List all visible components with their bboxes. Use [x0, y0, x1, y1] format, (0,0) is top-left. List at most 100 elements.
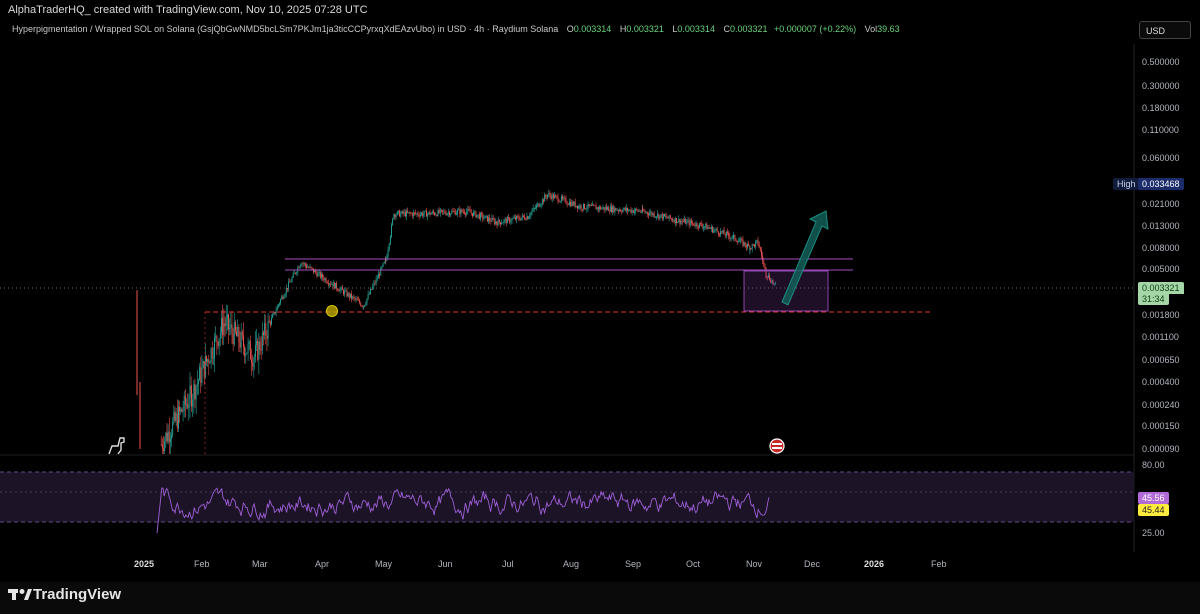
candle-body — [306, 265, 307, 268]
candle-body — [202, 361, 204, 368]
candle-body — [445, 213, 447, 215]
candle-body — [716, 228, 718, 232]
candle-body — [196, 383, 198, 387]
tradingview-logo[interactable]: TradingView — [33, 586, 122, 603]
candle-body — [622, 209, 624, 213]
candle-body — [613, 206, 615, 213]
candle-body — [446, 213, 448, 215]
candle-body — [230, 324, 232, 328]
candle-body — [642, 208, 644, 211]
candle-body — [379, 273, 381, 276]
candle-body — [687, 220, 689, 222]
time-tick: Aug — [563, 559, 580, 569]
candle-body — [623, 207, 625, 210]
candle-body — [497, 219, 499, 226]
rsi-ma-badge: 45.44 — [1138, 504, 1169, 516]
candle-body — [165, 432, 167, 441]
candle-body — [411, 213, 413, 217]
candle-body — [201, 367, 203, 383]
candle-body — [228, 314, 229, 330]
volume-label: Vol — [864, 24, 878, 34]
candle-body — [724, 234, 726, 236]
candle-body — [238, 326, 240, 343]
candle-body — [762, 255, 764, 261]
candle-body — [662, 214, 664, 219]
candle-body — [721, 231, 723, 233]
candle-body — [191, 389, 193, 407]
candle-body — [206, 356, 207, 362]
candle-body — [204, 356, 206, 378]
candle-body — [489, 217, 491, 221]
candle-body — [460, 209, 462, 215]
candle-body — [699, 223, 700, 228]
candle-body — [572, 201, 574, 206]
candle-body — [736, 241, 738, 243]
candle-body — [271, 317, 272, 325]
candle-body — [546, 196, 548, 198]
currency-selector[interactable]: USD — [1139, 21, 1191, 39]
candle-body — [747, 244, 748, 248]
candle-body — [717, 231, 719, 235]
candle-body — [240, 332, 242, 348]
candle-body — [473, 212, 475, 217]
dino-icon — [108, 437, 125, 455]
candle-body — [596, 207, 598, 210]
candle-body — [404, 212, 406, 217]
candle-body — [557, 196, 559, 202]
candle-body — [677, 221, 679, 223]
candle-body — [195, 386, 197, 400]
candle-body — [400, 213, 402, 217]
candle-body — [608, 207, 610, 212]
candle-body — [339, 289, 341, 292]
candle-body — [444, 211, 446, 214]
candle-body — [441, 209, 442, 211]
candle-body — [355, 298, 357, 300]
candle-body — [331, 284, 333, 286]
rsi-line — [156, 487, 770, 534]
candle-body — [311, 267, 313, 269]
candle-body — [595, 205, 597, 210]
candle-body — [282, 296, 284, 299]
candle-body — [684, 219, 685, 222]
candle-body — [399, 210, 401, 217]
candle-body — [422, 212, 424, 216]
candle-body — [707, 227, 709, 230]
candle-body — [558, 201, 560, 203]
candle-body — [212, 358, 214, 360]
candle-body — [526, 216, 528, 219]
candle-body — [451, 211, 453, 214]
candle-body — [593, 204, 595, 206]
candle-body — [709, 228, 711, 229]
candle-body — [254, 344, 256, 358]
candle-body — [674, 218, 676, 223]
candle-body — [380, 267, 382, 276]
candle-body — [366, 298, 368, 304]
candle-body — [309, 266, 311, 268]
candle-body — [591, 205, 592, 207]
candle-body — [375, 278, 377, 284]
candle-body — [418, 215, 420, 217]
candlestick-series — [136, 189, 776, 454]
candle-body — [696, 223, 698, 227]
candle-body — [172, 421, 174, 436]
candle-body — [335, 283, 336, 289]
candle-body — [481, 213, 483, 215]
candle-body — [500, 222, 501, 225]
candle-body — [510, 221, 512, 223]
candle-body — [319, 271, 321, 278]
candle-body — [257, 340, 259, 360]
projection-arrow — [781, 210, 829, 306]
last-price-badge: 0.003321 — [1138, 282, 1184, 294]
candle-body — [605, 207, 607, 210]
candle-body — [415, 212, 417, 214]
candle-body — [324, 278, 326, 281]
candle-body — [432, 211, 434, 213]
candle-body — [566, 203, 568, 205]
symbol-legend[interactable]: Hyperpigmentation / Wrapped SOL on Solan… — [12, 24, 900, 34]
candle-body — [577, 205, 578, 209]
candle-body — [265, 323, 267, 337]
high-value-badge: 0.033468 — [1138, 178, 1184, 190]
candle-body — [681, 221, 683, 223]
candle-body — [498, 219, 500, 223]
